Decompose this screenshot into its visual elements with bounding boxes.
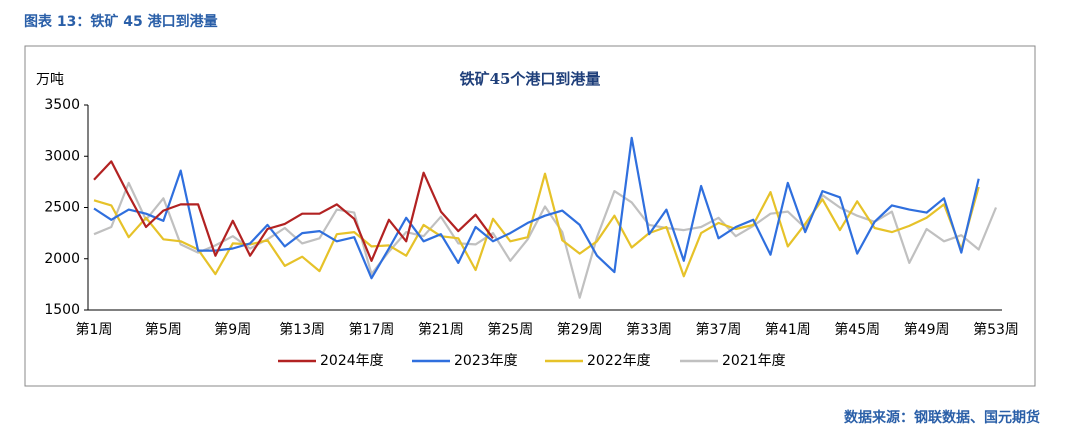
x-tick-label: 第5周 xyxy=(145,321,182,338)
x-tick-label: 第21周 xyxy=(418,321,464,338)
series-line xyxy=(93,181,998,299)
x-tick-label: 第37周 xyxy=(696,321,742,338)
legend-label: 2023年度 xyxy=(454,353,518,369)
legend-label: 2022年度 xyxy=(587,353,651,369)
y-tick-label: 2500 xyxy=(44,200,80,216)
x-tick-label: 第33周 xyxy=(626,321,672,338)
x-tick-label: 第17周 xyxy=(349,321,395,338)
x-tick-label: 第41周 xyxy=(765,321,811,338)
figure-label: 图表 13：铁矿 45 港口到港量 xyxy=(24,13,218,30)
y-axis-label: 万吨 xyxy=(36,72,64,88)
series-line xyxy=(93,136,980,280)
series-line xyxy=(93,160,494,262)
x-tick-label: 第1周 xyxy=(76,321,113,338)
legend-label: 2021年度 xyxy=(722,353,786,369)
chart-title: 铁矿45个港口到港量 xyxy=(460,70,601,88)
series-line xyxy=(93,172,980,278)
x-tick-label: 第53周 xyxy=(973,321,1019,338)
y-tick-label: 2000 xyxy=(44,251,80,267)
y-tick-label: 3000 xyxy=(44,148,80,164)
x-tick-label: 第49周 xyxy=(904,321,950,338)
x-tick-label: 第13周 xyxy=(279,321,325,338)
x-tick-label: 第25周 xyxy=(487,321,533,338)
x-tick-label: 第29周 xyxy=(557,321,603,338)
source: 数据来源：钢联数据、国元期货 xyxy=(844,409,1040,426)
legend-label: 2024年度 xyxy=(320,353,384,369)
x-tick-label: 第9周 xyxy=(214,321,251,338)
y-tick-label: 3500 xyxy=(44,97,80,113)
y-tick-label: 1500 xyxy=(44,302,80,318)
chart-frame xyxy=(24,45,1036,387)
x-tick-label: 第45周 xyxy=(834,321,880,338)
